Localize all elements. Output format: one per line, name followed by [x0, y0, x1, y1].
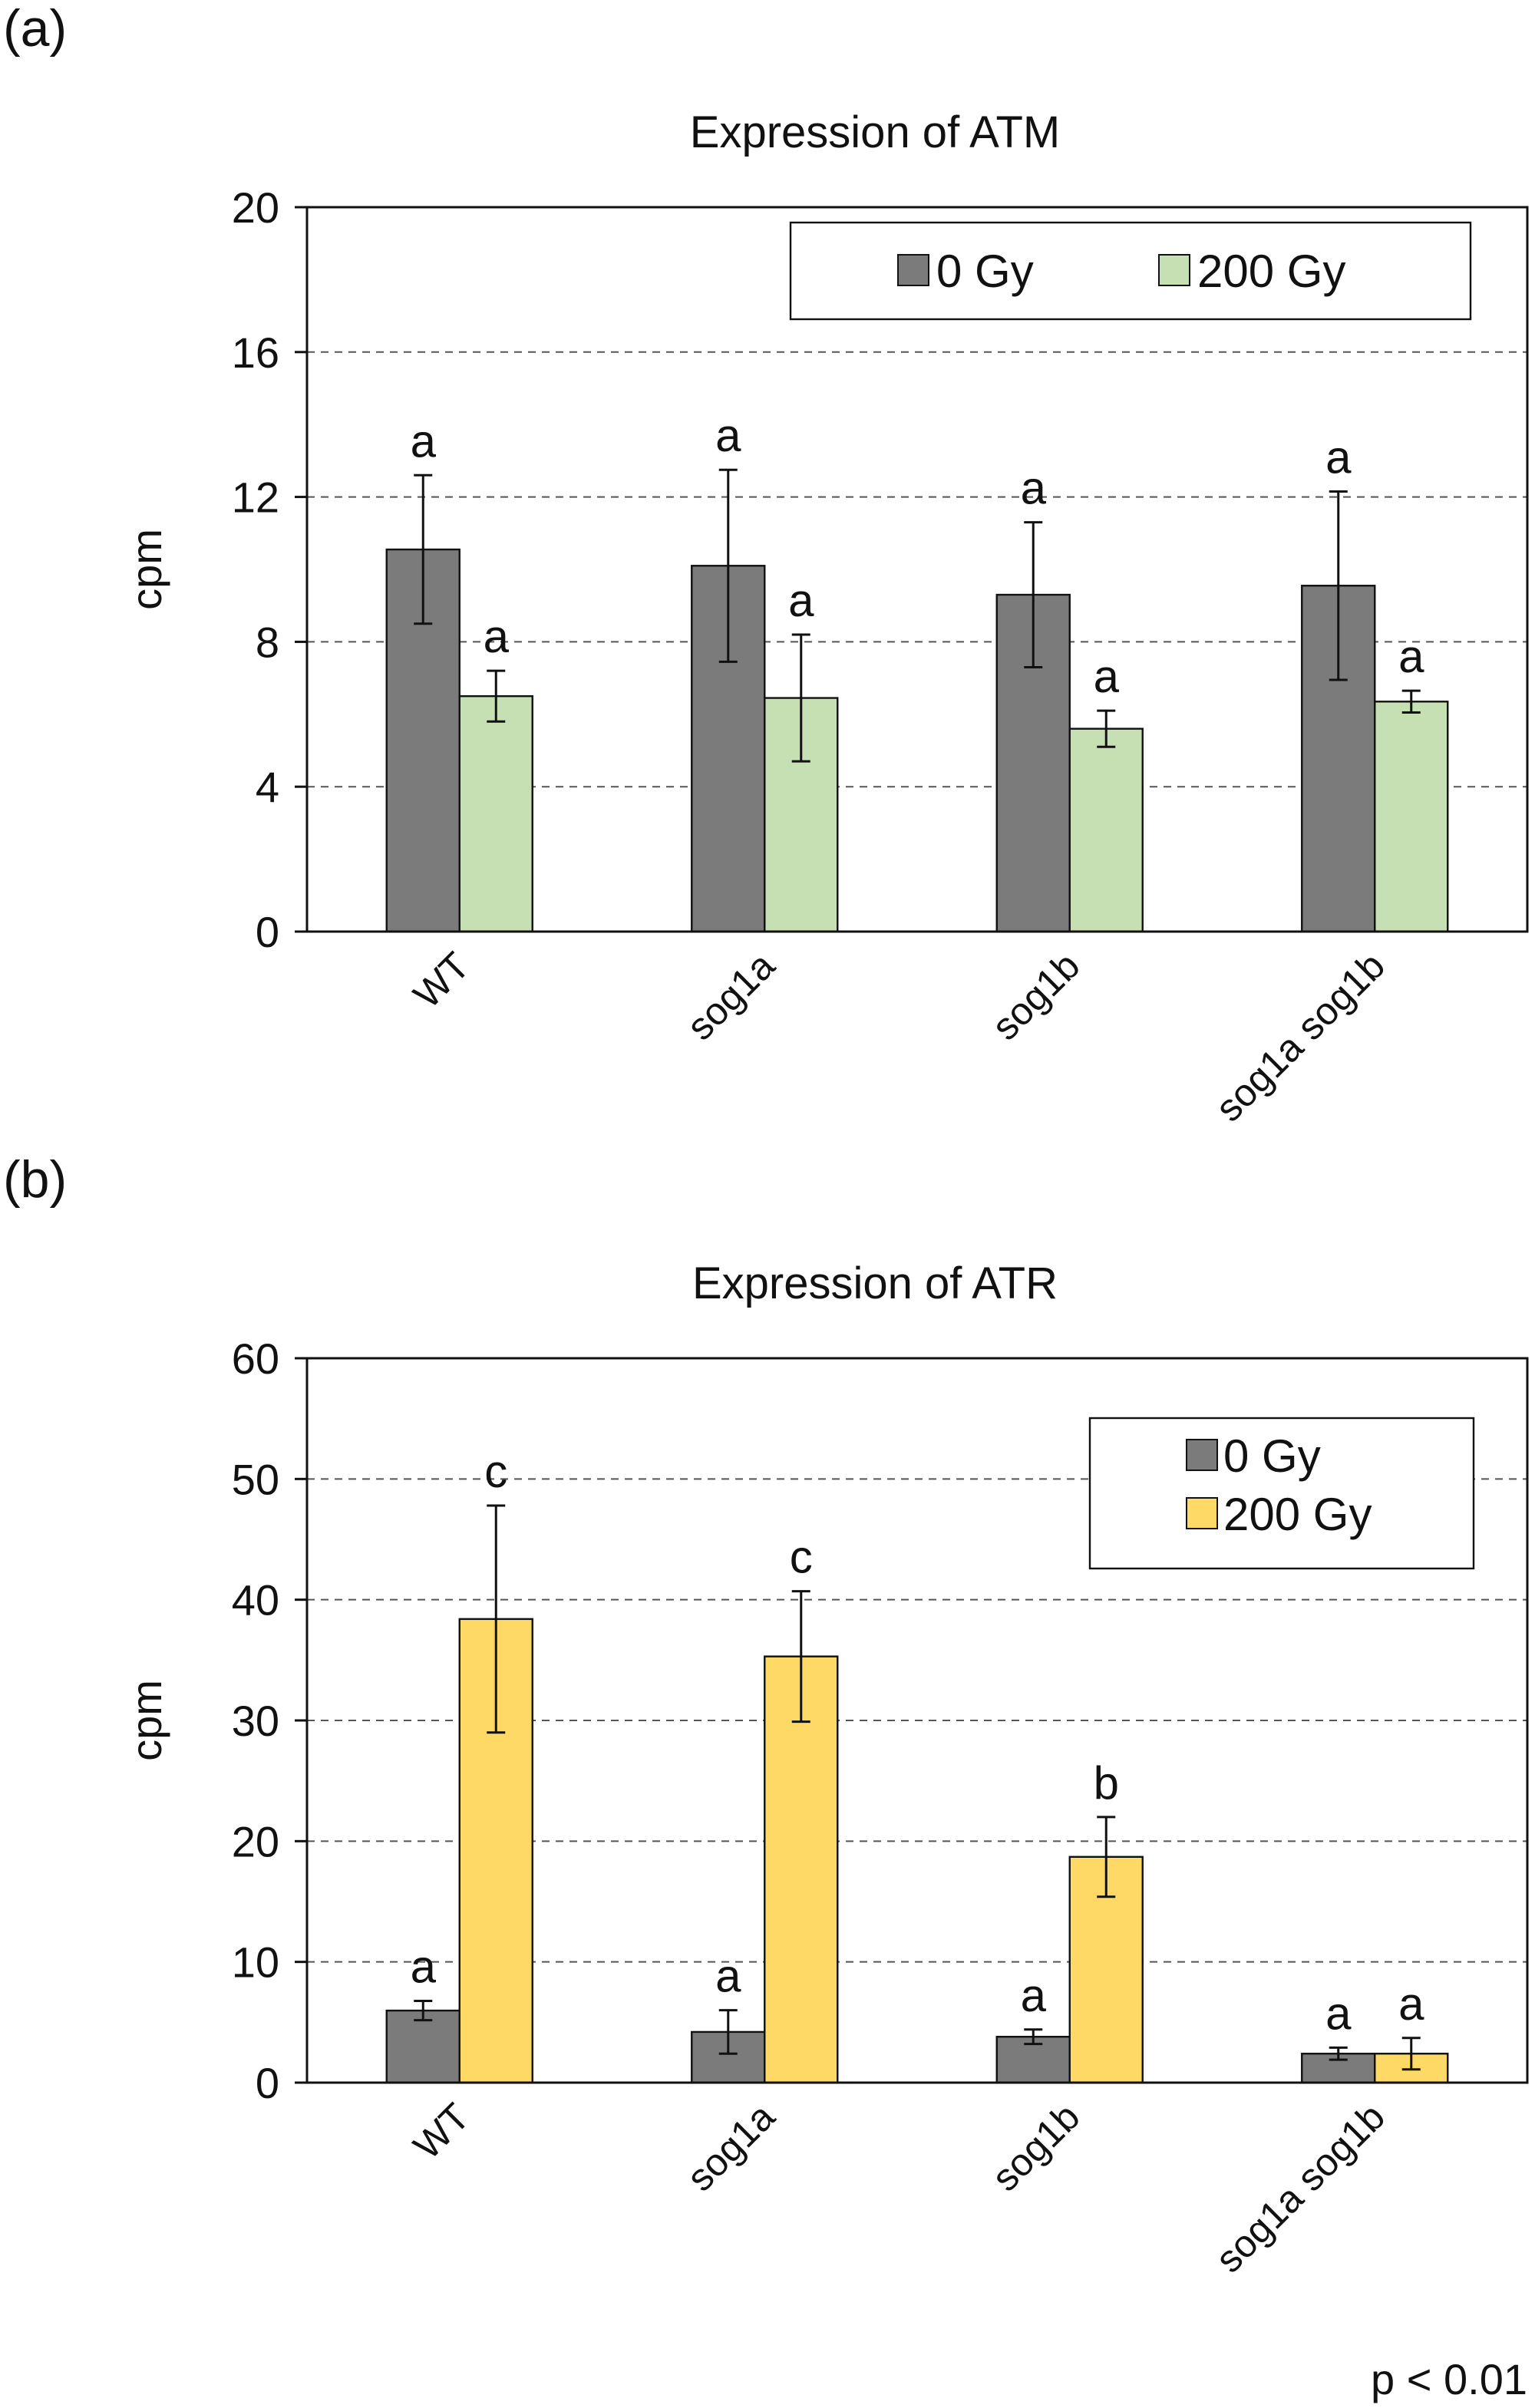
error-bar — [487, 669, 506, 723]
error-bar — [1329, 2046, 1348, 2061]
error-bar — [1097, 709, 1116, 748]
y-tick-label: 30 — [232, 1697, 279, 1745]
legend-label: 0 Gy — [936, 246, 1034, 297]
legend: 0 Gy 200 Gy — [789, 221, 1472, 321]
x-tick-label: sog1a — [678, 2095, 783, 2199]
x-tick-label: sog1a sog1b — [1207, 944, 1393, 1130]
significance-letter: a — [1021, 463, 1047, 514]
significance-letter: a — [1398, 631, 1424, 682]
bar — [1374, 701, 1449, 933]
error-bar — [1024, 2028, 1043, 2046]
panel-label: (b) — [3, 1150, 67, 1209]
y-tick-label: 12 — [232, 473, 279, 522]
legend: 0 Gy 200 Gy — [1088, 1417, 1475, 1570]
legend-label: 200 Gy — [1197, 246, 1345, 297]
chart-title: Expression of ATM — [690, 107, 1060, 157]
significance-letter: a — [411, 415, 437, 467]
error-bar — [791, 1590, 810, 1724]
y-tick-label: 60 — [232, 1334, 279, 1383]
error-bar — [718, 2009, 738, 2055]
legend-swatch — [1186, 1497, 1218, 1529]
y-tick-label: 20 — [232, 1817, 279, 1865]
significance-letter: a — [1325, 1987, 1352, 2039]
legend-swatch — [1186, 1439, 1218, 1471]
chart-title: Expression of ATR — [692, 1258, 1058, 1308]
plot-frame — [305, 1357, 1529, 2084]
legend-box — [789, 221, 1472, 321]
error-bar — [1024, 521, 1043, 668]
significance-letter: a — [715, 410, 741, 461]
significance-letter: a — [1398, 1978, 1424, 2030]
significance-letter: b — [1094, 1757, 1119, 1809]
error-bar — [414, 1999, 433, 2022]
y-tick-label: 0 — [256, 908, 279, 956]
legend-swatch — [897, 254, 929, 286]
y-tick-label: 20 — [232, 183, 279, 232]
bar — [458, 695, 533, 933]
error-bar — [718, 468, 738, 663]
bar — [1068, 727, 1144, 933]
plot-frame — [305, 206, 1529, 933]
legend-label: 0 Gy — [1223, 1430, 1321, 1482]
significance-letter: c — [484, 1446, 507, 1497]
y-axis-label: cpm — [122, 1680, 170, 1761]
y-tick-label: 50 — [232, 1455, 279, 1503]
y-tick-label: 0 — [256, 2059, 279, 2107]
significance-letter: a — [1325, 432, 1352, 483]
significance-letter: a — [411, 1941, 437, 1992]
y-axis-label: cpm — [122, 529, 170, 610]
bar — [385, 2009, 460, 2084]
y-tick-label: 40 — [232, 1576, 279, 1625]
x-tick-label: WT — [405, 2095, 478, 2168]
error-bar — [1097, 1816, 1116, 1898]
legend-label: 200 Gy — [1223, 1489, 1372, 1540]
panel-label: (a) — [3, 0, 67, 58]
error-bar — [1401, 689, 1421, 714]
significance-letter: c — [790, 1532, 813, 1583]
error-bar — [487, 1504, 506, 1734]
y-tick-label: 16 — [232, 328, 279, 377]
error-bar — [1401, 2037, 1421, 2071]
x-tick-label: sog1b — [984, 2095, 1088, 2199]
significance-letter: a — [788, 575, 814, 626]
x-tick-label: sog1a sog1b — [1207, 2095, 1393, 2281]
x-tick-label: sog1b — [984, 944, 1088, 1048]
legend-box — [1088, 1417, 1475, 1570]
y-tick-label: 8 — [256, 618, 279, 666]
significance-letter: a — [715, 1951, 741, 2002]
y-tick-label: 10 — [232, 1938, 279, 1987]
legend-swatch — [1158, 254, 1190, 286]
error-bar — [414, 473, 433, 625]
significance-letter: a — [1021, 1970, 1047, 2021]
significance-letter: a — [1094, 651, 1120, 702]
bar — [764, 1655, 839, 2084]
x-tick-label: WT — [405, 944, 478, 1017]
footnote: p < 0.01 — [1371, 2355, 1527, 2403]
error-bar — [1329, 490, 1348, 681]
error-bar — [791, 633, 810, 763]
x-tick-label: sog1a — [678, 944, 783, 1048]
significance-letter: a — [484, 611, 510, 662]
y-tick-label: 4 — [256, 763, 279, 811]
